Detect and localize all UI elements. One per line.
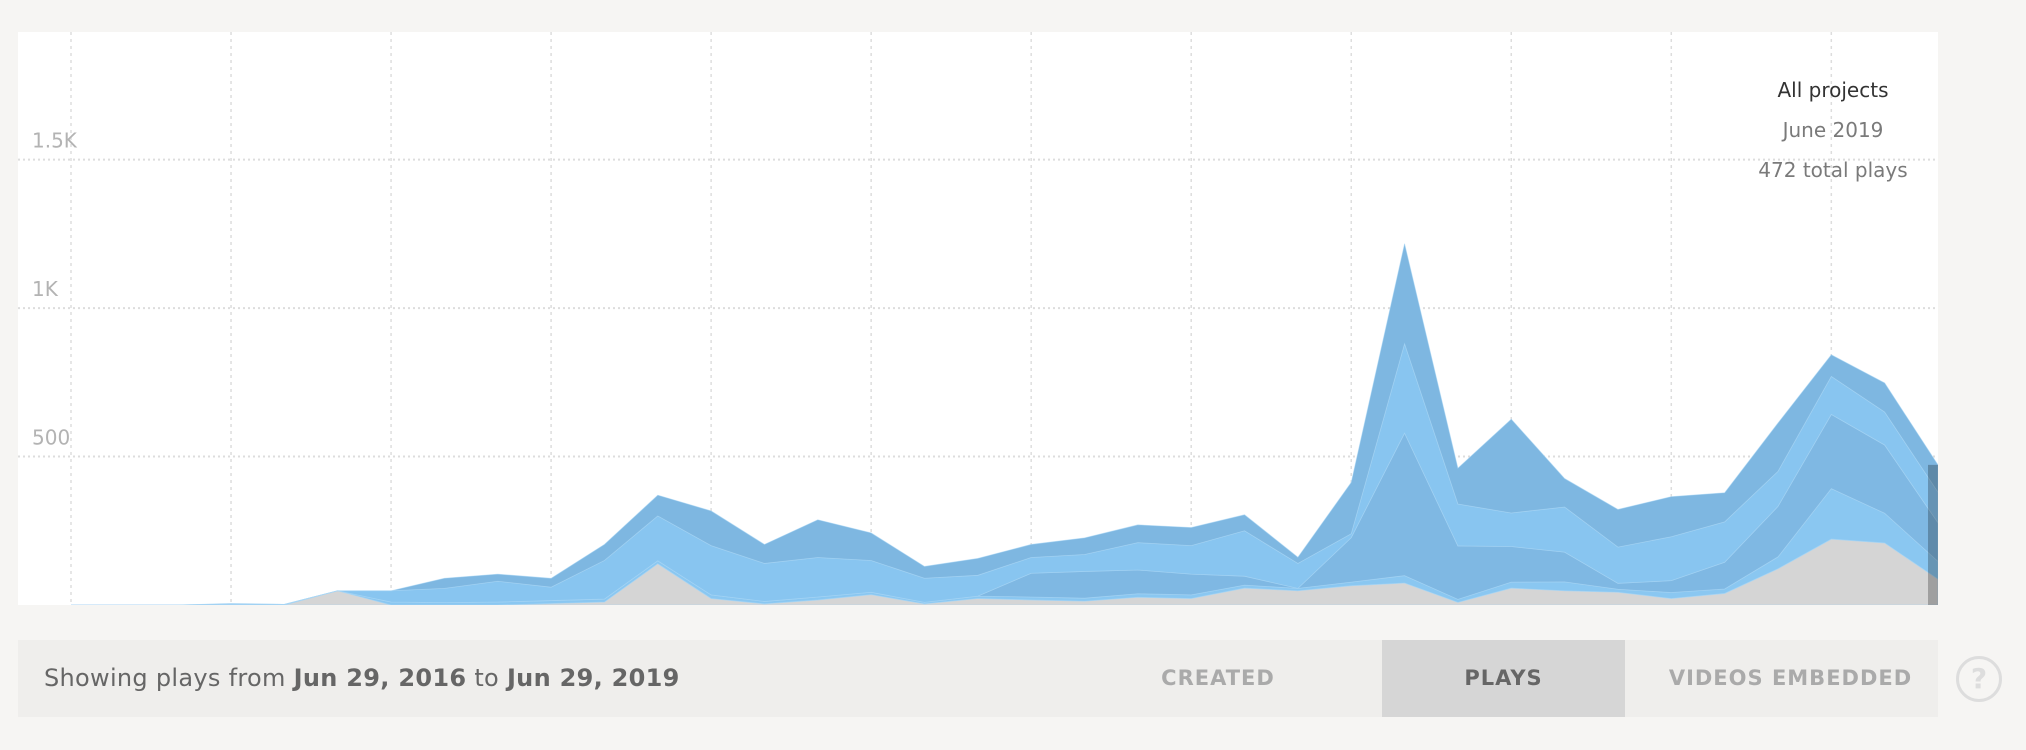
- area-series-4: [71, 243, 1938, 605]
- footer-bar: Showing plays from Jun 29, 2016 to Jun 2…: [18, 640, 1938, 717]
- range-prefix: Showing plays from: [44, 664, 286, 692]
- tab-videos-embedded[interactable]: VIDEOS EMBEDDED: [1668, 666, 1913, 690]
- tab-plays[interactable]: PLAYS: [1382, 640, 1625, 717]
- y-tick-label: 1.5K: [32, 129, 78, 153]
- info-total: 472 total plays: [1758, 158, 1908, 182]
- y-tick-label: 1K: [32, 277, 59, 301]
- range-start[interactable]: Jun 29, 2016: [293, 664, 467, 692]
- chart-svg: 500 1K 1.5K: [18, 32, 1938, 605]
- y-tick-label: 500: [32, 426, 70, 450]
- range-mid: to: [474, 664, 500, 692]
- tab-created[interactable]: CREATED: [1161, 666, 1275, 690]
- date-range: Showing plays from Jun 29, 2016 to Jun 2…: [44, 640, 680, 717]
- hover-info: All projects June 2019 472 total plays: [1708, 70, 1958, 190]
- help-icon[interactable]: ?: [1956, 656, 2002, 702]
- plays-chart[interactable]: 500 1K 1.5K All projects June 2019 472 tot…: [18, 32, 1938, 605]
- hover-highlight: [1928, 464, 1938, 605]
- range-end[interactable]: Jun 29, 2019: [506, 664, 680, 692]
- info-project: All projects: [1777, 78, 1889, 102]
- info-month: June 2019: [1782, 118, 1884, 142]
